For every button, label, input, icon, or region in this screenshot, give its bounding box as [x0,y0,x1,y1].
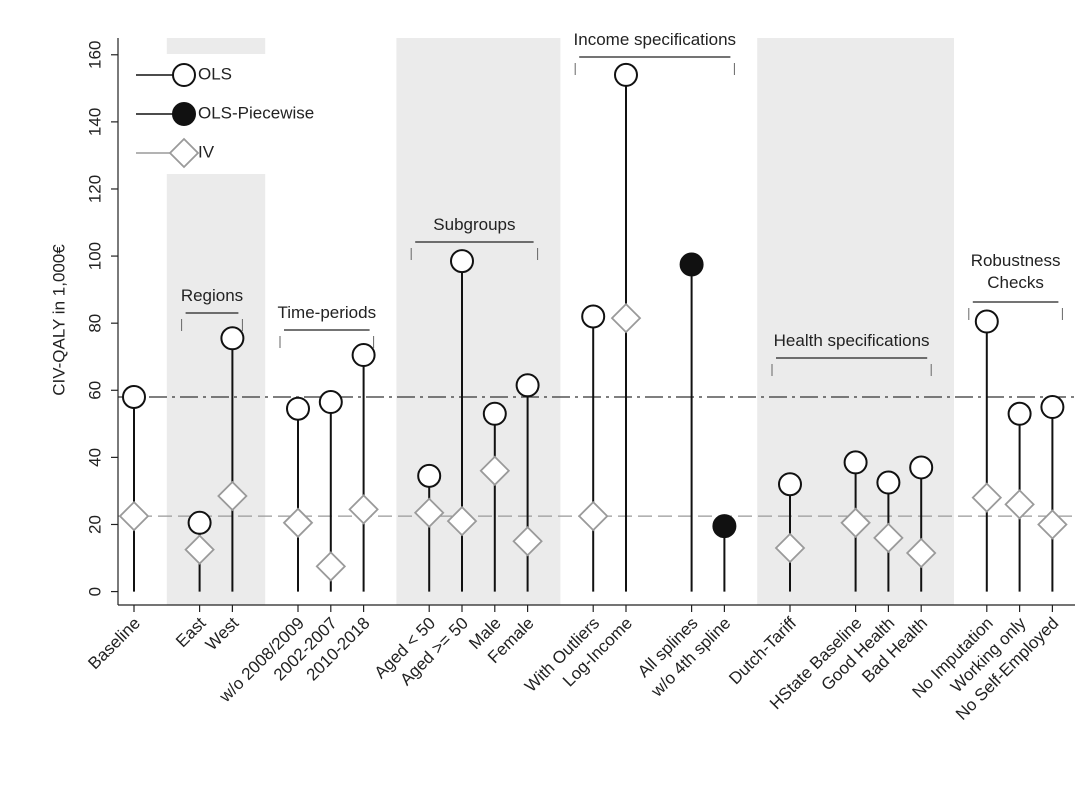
point [318,390,343,415]
point [774,532,806,564]
legend-marker [172,63,196,87]
point [512,525,543,557]
point [217,480,248,512]
point [348,494,379,525]
point [1037,509,1068,540]
y-tick-label: 60 [85,381,104,400]
group-label: Subgroups [433,215,516,234]
legend-label: OLS [198,64,232,83]
group-label: Health specifications [773,331,930,350]
point [778,472,802,497]
point [876,470,901,495]
point [1040,395,1065,420]
point [413,497,445,529]
point [905,537,937,569]
y-tick-label: 120 [85,175,104,203]
point [974,309,999,334]
point [315,551,347,582]
point [712,514,737,539]
point [1007,401,1032,426]
y-tick-label: 0 [85,587,104,596]
point [1004,489,1035,520]
y-tick-label: 20 [85,515,104,534]
legend-label: OLS-Piecewise [198,103,314,122]
point [614,62,638,87]
point [184,534,215,565]
point [679,252,704,277]
point [417,463,442,488]
legend-label: IV [198,142,215,161]
group-band [396,38,561,605]
group-label: Regions [180,286,244,305]
group-label: Robustness Checks [970,251,1061,292]
x-tick-label: East [172,613,210,651]
group-label: Time-periods [277,303,377,322]
y-tick-label: 140 [85,108,104,136]
point [282,507,314,539]
group-label: Income specifications [573,30,737,49]
y-tick-label: 40 [85,448,104,467]
y-axis-title: CIV-QALY in 1,000€ [49,244,68,396]
point [610,302,642,334]
y-tick-label: 160 [85,41,104,69]
point [909,455,934,480]
point [351,343,376,368]
point [873,522,904,554]
y-tick-label: 100 [85,242,104,270]
point [581,304,606,329]
legend-marker [172,102,196,126]
point [118,500,150,532]
point [446,505,478,537]
y-tick-label: 80 [85,314,104,333]
point [479,455,511,487]
point [577,500,609,532]
point [286,396,310,421]
point [971,482,1003,513]
legend-marker [168,137,200,169]
point [122,384,146,409]
point [840,507,871,539]
x-tick-label: West [202,613,243,654]
point [220,326,245,351]
point [843,450,868,475]
point [515,373,540,398]
point [482,401,507,426]
legend: OLS OLS-Piecewise IV [128,54,368,174]
point [450,249,474,274]
point [187,510,212,535]
x-tick-label: Baseline [84,614,144,674]
